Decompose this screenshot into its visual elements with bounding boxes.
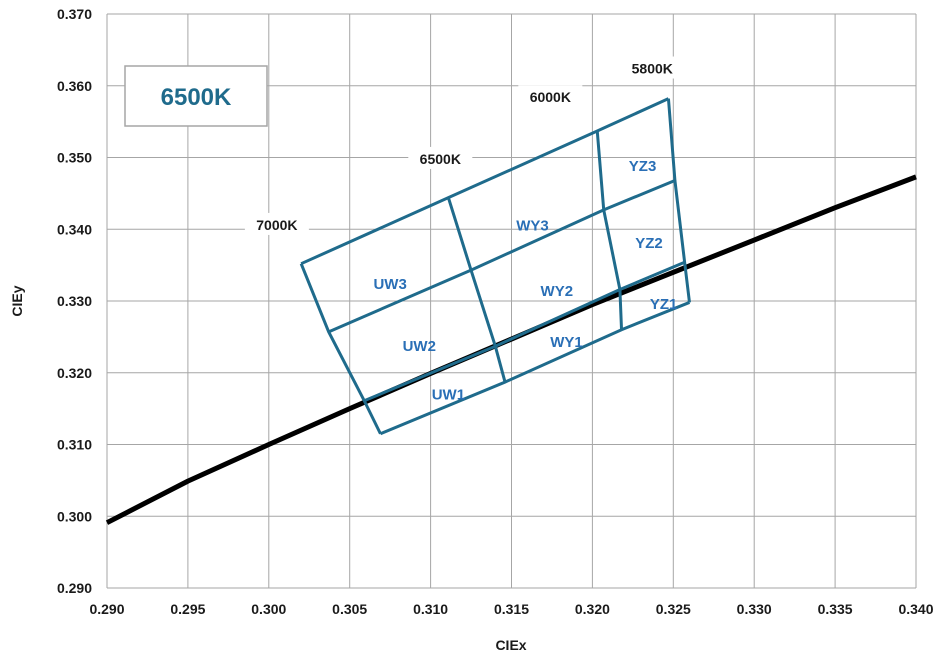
x-tick-label: 0.315 [494,601,529,617]
y-tick-label: 0.340 [57,221,92,237]
y-tick-label: 0.330 [57,293,92,309]
x-tick-label: 0.295 [170,601,205,617]
bin-label: UW1 [432,386,465,403]
cct-label-background [518,85,583,108]
title-box: 6500K [124,65,268,127]
cct-label: 5800K [632,61,673,77]
bin-grid-row-line [328,179,676,334]
y-tick-label: 0.320 [57,365,92,381]
chart-title: 6500K [161,84,232,111]
cct-label: 6000K [530,89,571,105]
bin-label: WY2 [541,283,574,300]
x-tick-label: 0.290 [89,601,124,617]
cct-label-background [408,146,473,169]
bin-grid-row-line [363,260,686,403]
x-tick-label: 0.305 [332,601,367,617]
y-tick-label: 0.300 [57,508,92,524]
bin-grid-row-line [300,97,670,266]
y-tick-label: 0.310 [57,437,92,453]
x-tick-label: 0.340 [898,601,933,617]
bin-label: YZ1 [650,296,678,313]
cct-label: 7000K [256,217,297,233]
x-tick-label: 0.330 [737,601,772,617]
x-tick-label: 0.310 [413,601,448,617]
gridlines [106,13,917,589]
bin-label: UW2 [403,338,436,355]
cct-label-background [620,56,685,79]
bin-grid-column-line [666,98,691,303]
y-tick-label: 0.360 [57,78,92,94]
bin-grid-column-line [595,130,624,330]
cct-labels-layer: 7000K 6500K 6000K 5800K [244,56,685,235]
cct-label-background [244,212,309,235]
bin-grid-row-line [379,301,691,436]
y-tick-label: 0.370 [57,6,92,22]
bin-label: WY3 [516,218,549,235]
x-axis-title: CIEx [495,637,526,653]
cct-label: 6500K [420,151,461,167]
bin-grid-layer [299,97,691,436]
x-tick-label: 0.325 [656,601,691,617]
tick-labels-layer: 0.290 0.295 0.300 0.305 0.310 0.315 0.320 0.325… [57,6,934,617]
bin-label: YZ2 [635,235,663,252]
bin-grid-column-line [299,263,382,435]
bin-grid-column-line [446,197,507,383]
y-tick-label: 0.350 [57,150,92,166]
bin-label: WY1 [550,334,583,351]
x-tick-label: 0.300 [251,601,286,617]
bin-labels-layer: UW1 UW2 UW3 WY1 WY2 WY3 YZ1 YZ2 YZ3 [373,158,677,403]
bin-label: YZ3 [629,158,657,175]
y-axis-title: CIEy [9,285,25,316]
x-tick-label: 0.335 [818,601,853,617]
y-tick-label: 0.290 [57,580,92,596]
x-tick-label: 0.320 [575,601,610,617]
bin-label: UW3 [373,276,406,293]
